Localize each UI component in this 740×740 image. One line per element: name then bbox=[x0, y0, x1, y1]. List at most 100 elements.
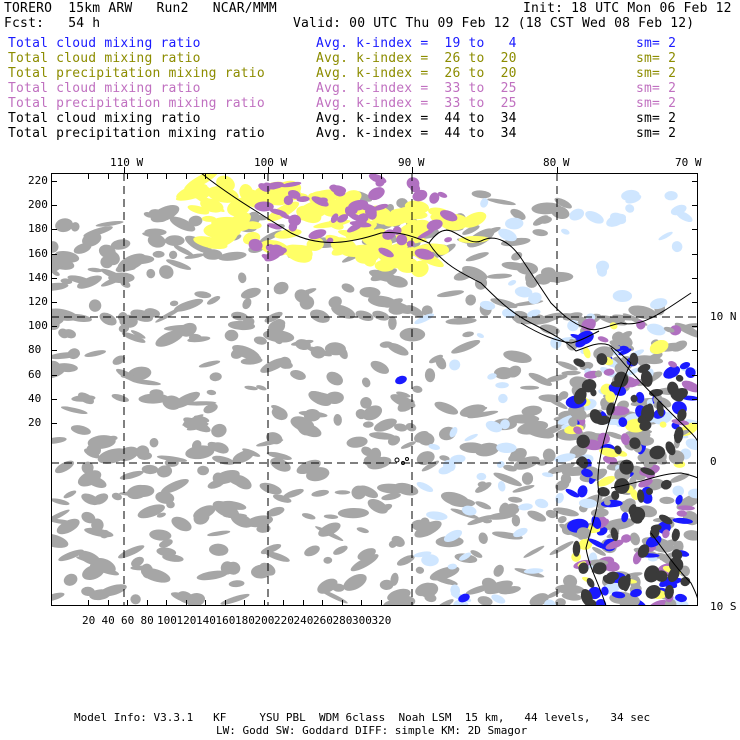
y-tick-mark bbox=[51, 302, 57, 303]
cloud-purple bbox=[414, 248, 435, 260]
cloud-gray bbox=[169, 216, 196, 232]
cloud-purple bbox=[308, 229, 327, 240]
cloud-gray bbox=[671, 340, 688, 352]
cloud-gray bbox=[323, 556, 333, 564]
cloud-gray bbox=[528, 372, 553, 386]
cloud-dark bbox=[589, 409, 603, 424]
cloud-gray bbox=[385, 300, 413, 314]
cloud-purple bbox=[296, 196, 310, 203]
y-tick-mark bbox=[51, 253, 57, 255]
cloud-lightblue bbox=[449, 359, 461, 371]
cloud-gray bbox=[451, 339, 481, 354]
cloud-gray bbox=[482, 519, 493, 524]
cloud-lightblue bbox=[495, 382, 509, 389]
x-tick-label: 120 bbox=[176, 614, 197, 627]
cloud-dark bbox=[646, 487, 653, 495]
cloud-dark bbox=[629, 437, 641, 450]
x-tick-mark bbox=[185, 600, 187, 606]
cloud-gray bbox=[538, 423, 565, 438]
cloud-gray bbox=[394, 423, 408, 432]
colombia-ecuador-coast bbox=[585, 362, 632, 606]
cloud-gray bbox=[346, 436, 368, 448]
cloud-dark bbox=[596, 353, 608, 366]
cloud-lightblue bbox=[646, 323, 666, 336]
cloud-lightblue bbox=[625, 367, 641, 376]
cloud-convective bbox=[663, 326, 675, 333]
cloud-yellow bbox=[374, 259, 395, 272]
cloud-gray bbox=[98, 584, 127, 597]
cloud-convective bbox=[679, 362, 691, 370]
cloud-gray bbox=[220, 593, 250, 605]
cloud-yellow bbox=[184, 173, 219, 191]
cloud-gray bbox=[674, 322, 698, 338]
cloud-gray bbox=[462, 265, 488, 281]
cloud-gray bbox=[51, 533, 69, 548]
cloud-purple bbox=[329, 184, 338, 190]
cloud-gray bbox=[683, 530, 698, 541]
cloud-gray bbox=[273, 281, 289, 295]
forecast-hour: Fcst: 54 h bbox=[4, 16, 101, 31]
cloud-dark bbox=[573, 387, 587, 405]
cloud-lightblue bbox=[500, 419, 510, 430]
cloud-gray bbox=[508, 496, 523, 503]
lat-label: 10 S bbox=[710, 600, 737, 613]
y-tick-mark bbox=[51, 398, 57, 400]
cloud-convective bbox=[578, 538, 593, 550]
mexico-coast bbox=[200, 173, 430, 244]
cloud-gray bbox=[486, 273, 513, 279]
cloud-gray bbox=[529, 593, 549, 606]
cloud-gray bbox=[493, 472, 522, 487]
cloud-dark bbox=[573, 358, 586, 367]
cloud-gray bbox=[209, 372, 222, 382]
cloud-gray bbox=[523, 545, 545, 558]
lon-label: 80 W bbox=[543, 156, 570, 169]
cloud-gray bbox=[130, 330, 146, 339]
cloud-gray bbox=[503, 464, 517, 472]
cloud-gray bbox=[298, 288, 317, 296]
cloud-dark bbox=[614, 445, 622, 455]
x-tick-mark bbox=[224, 600, 226, 606]
y-tick-mark bbox=[692, 423, 698, 424]
cloud-yellow bbox=[187, 205, 210, 215]
cloud-lightblue bbox=[544, 599, 556, 606]
cloud-gray bbox=[246, 515, 274, 528]
init-time: Init: 18 UTC Mon 06 Feb 12 bbox=[523, 1, 732, 16]
cloud-gray bbox=[262, 329, 295, 343]
y-tick-label: 220 bbox=[28, 174, 48, 187]
cloud-gray bbox=[362, 421, 374, 428]
legend-field: Total cloud mixing ratio bbox=[8, 81, 201, 96]
cloud-gray bbox=[156, 547, 177, 557]
cloud-purple bbox=[349, 205, 358, 215]
cloud-dark bbox=[586, 577, 595, 588]
cloud-convective bbox=[649, 339, 669, 355]
cloud-gray bbox=[76, 556, 100, 564]
cloud-gray bbox=[206, 295, 221, 305]
cloud-gray bbox=[63, 329, 76, 339]
cloud-gray bbox=[501, 261, 528, 271]
cloud-gray bbox=[545, 374, 568, 382]
cloud-gray bbox=[144, 308, 160, 318]
cloud-gray bbox=[429, 354, 443, 364]
y-tick-mark bbox=[51, 350, 57, 352]
cloud-lightblue bbox=[534, 498, 549, 509]
cloud-convective bbox=[616, 334, 633, 348]
cloud-gray bbox=[63, 573, 78, 586]
y-tick-mark bbox=[692, 302, 698, 303]
x-tick-mark bbox=[205, 173, 206, 179]
cloud-gray bbox=[298, 410, 328, 418]
cloud-lightblue bbox=[438, 465, 454, 475]
cloud-gray bbox=[421, 305, 433, 317]
cloud-gray bbox=[370, 268, 397, 282]
cloud-gray bbox=[439, 455, 450, 461]
cloud-gray bbox=[147, 234, 166, 248]
cloud-gray bbox=[56, 518, 80, 535]
cloud-gray bbox=[142, 232, 159, 238]
cloud-gray bbox=[228, 580, 245, 588]
cloud-yellow bbox=[357, 242, 384, 254]
cloud-lightblue bbox=[479, 300, 496, 310]
cloud-gray bbox=[86, 443, 101, 457]
cloud-gray bbox=[166, 259, 192, 270]
cloud-lightblue bbox=[508, 279, 517, 286]
cloud-dark bbox=[606, 571, 619, 581]
x-tick-mark bbox=[107, 600, 109, 606]
